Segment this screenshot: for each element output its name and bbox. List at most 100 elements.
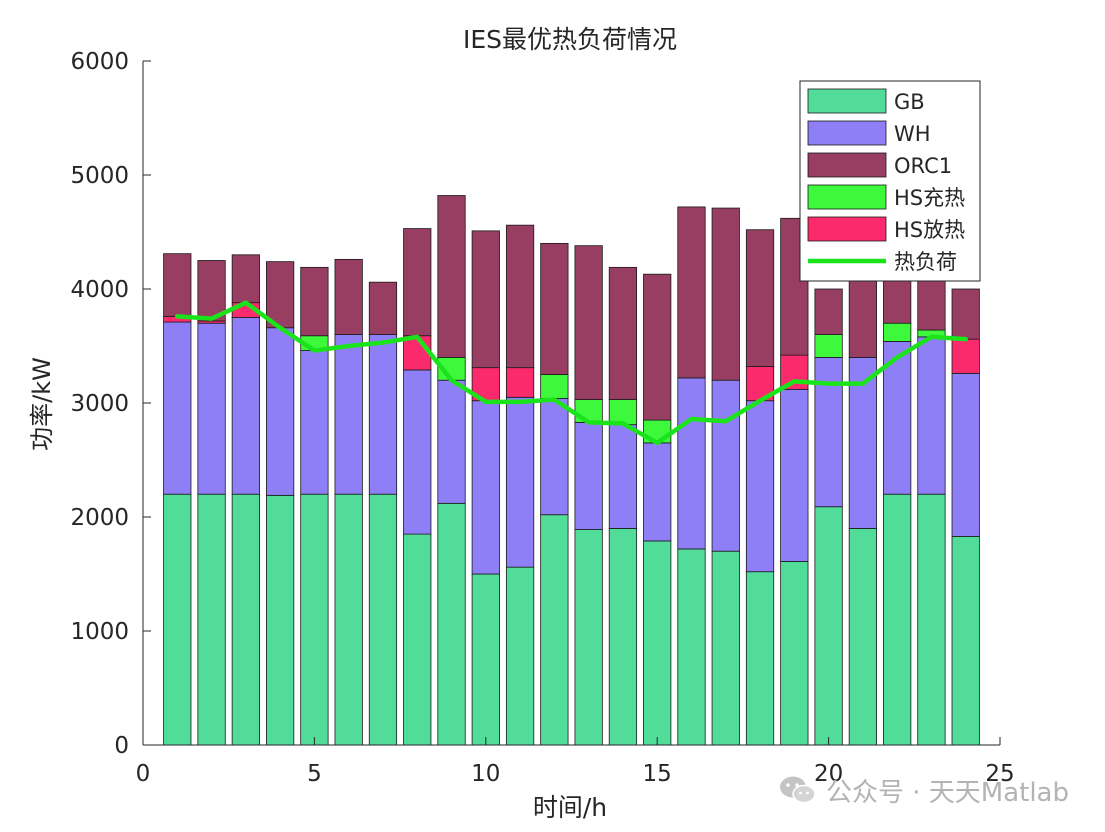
y-tick-label: 6000 bbox=[70, 49, 129, 75]
x-tick-label: 10 bbox=[471, 761, 500, 787]
bar-ORC1-h14 bbox=[608, 266, 638, 400]
bar-GB-h22 bbox=[883, 493, 912, 746]
bar-GB-h15 bbox=[643, 540, 672, 746]
bar-HS充热-h20 bbox=[814, 334, 843, 358]
watermark-text: 公众号 · 天天Matlab bbox=[825, 777, 1069, 808]
bar-WH-h13 bbox=[574, 421, 603, 530]
bar-ORC1-h22 bbox=[883, 277, 912, 324]
bar-WH-h11 bbox=[505, 396, 535, 568]
legend-swatch-GB bbox=[807, 88, 887, 114]
bar-ORC1-h15 bbox=[643, 273, 672, 421]
watermark: 公众号 · 天天Matlab bbox=[778, 774, 1069, 808]
bar-ORC1-h10 bbox=[471, 230, 500, 369]
bar-WH-h1 bbox=[163, 321, 192, 495]
x-tick-label: 5 bbox=[307, 761, 322, 787]
bar-WH-h3 bbox=[231, 317, 260, 495]
bar-HS放热-h11 bbox=[505, 367, 535, 398]
bar-HS充热-h13 bbox=[574, 399, 603, 423]
x-tick-label: 20 bbox=[814, 761, 843, 787]
bar-WH-h4 bbox=[266, 327, 295, 496]
bar-GB-h4 bbox=[266, 494, 295, 746]
bar-WH-h15 bbox=[643, 442, 672, 542]
y-axis-label: 功率/kW bbox=[28, 357, 56, 451]
legend-swatch-HS充热 bbox=[807, 184, 887, 210]
bar-GB-h5 bbox=[300, 493, 329, 746]
bar-GB-h8 bbox=[403, 533, 432, 746]
bar-GB-h16 bbox=[677, 548, 706, 746]
bar-GB-h11 bbox=[505, 566, 535, 746]
bar-ORC1-h17 bbox=[711, 207, 740, 381]
legend-swatch-WH bbox=[807, 120, 887, 146]
bar-ORC1-h6 bbox=[334, 258, 363, 335]
y-tick-label: 2000 bbox=[70, 505, 129, 531]
y-tick-label: 0 bbox=[114, 733, 129, 759]
bar-WH-h6 bbox=[334, 334, 363, 495]
bar-ORC1-h13 bbox=[574, 245, 603, 400]
bar-GB-h19 bbox=[780, 561, 809, 746]
bar-ORC1-h12 bbox=[540, 242, 569, 375]
bar-ORC1-h3 bbox=[231, 254, 260, 304]
y-tick-label: 1000 bbox=[70, 619, 129, 645]
bar-ORC1-h18 bbox=[745, 229, 775, 367]
bar-GB-h14 bbox=[608, 528, 638, 746]
legend-label-GB: GB bbox=[894, 90, 925, 114]
bar-HS充热-h14 bbox=[608, 399, 638, 426]
bar-GB-h13 bbox=[574, 529, 603, 746]
bar-GB-h20 bbox=[814, 506, 843, 746]
bar-ORC1-h11 bbox=[505, 224, 535, 369]
bar-WH-h23 bbox=[917, 336, 946, 495]
y-tick-label: 4000 bbox=[70, 277, 129, 303]
bar-WH-h24 bbox=[951, 372, 980, 537]
bar-ORC1-h21 bbox=[848, 268, 877, 358]
legend-swatch-HS放热 bbox=[807, 216, 887, 242]
legend-label-WH: WH bbox=[894, 122, 931, 146]
bar-GB-h7 bbox=[368, 493, 398, 746]
bar-WH-h7 bbox=[368, 334, 398, 495]
bar-WH-h18 bbox=[745, 400, 775, 573]
bar-ORC1-h23 bbox=[917, 271, 946, 331]
legend-label-热负荷: 热负荷 bbox=[894, 250, 957, 274]
bar-GB-h2 bbox=[197, 493, 226, 746]
x-tick-label: 15 bbox=[643, 761, 672, 787]
bar-GB-h23 bbox=[917, 493, 946, 746]
bar-WH-h19 bbox=[780, 388, 809, 562]
bar-GB-h3 bbox=[231, 493, 260, 746]
x-tick-label: 0 bbox=[136, 761, 151, 787]
bar-ORC1-h20 bbox=[814, 288, 843, 335]
y-tick-label: 3000 bbox=[70, 391, 129, 417]
heat-load-line bbox=[175, 300, 968, 446]
bar-WH-h17 bbox=[711, 379, 740, 552]
bar-GB-h10 bbox=[471, 573, 500, 746]
heat-load-line-layer bbox=[175, 300, 968, 446]
wechat-icon bbox=[779, 776, 816, 804]
bar-WH-h9 bbox=[437, 379, 466, 504]
bar-WH-h10 bbox=[471, 400, 500, 575]
bar-WH-h2 bbox=[197, 322, 226, 495]
bar-WH-h8 bbox=[403, 369, 432, 535]
bar-GB-h17 bbox=[711, 550, 740, 746]
bar-GB-h18 bbox=[745, 571, 775, 746]
bar-ORC1-h7 bbox=[368, 281, 398, 336]
bar-HS放热-h8 bbox=[403, 335, 432, 371]
x-tick-label: 25 bbox=[985, 761, 1014, 787]
y-tick-label: 5000 bbox=[70, 163, 129, 189]
bar-ORC1-h9 bbox=[437, 195, 466, 358]
x-axis-label: 时间/h bbox=[533, 793, 607, 822]
bar-WH-h20 bbox=[814, 356, 843, 508]
bar-GB-h9 bbox=[437, 502, 466, 746]
bar-HS充热-h22 bbox=[883, 322, 912, 342]
legend-box bbox=[799, 80, 981, 282]
legend-label-ORC1: ORC1 bbox=[894, 154, 952, 178]
bar-ORC1-h24 bbox=[951, 288, 980, 340]
bar-HS放热-h24 bbox=[951, 338, 980, 374]
bar-ORC1-h2 bbox=[197, 260, 226, 322]
bar-WH-h5 bbox=[300, 350, 329, 495]
bar-GB-h12 bbox=[540, 514, 569, 746]
bar-GB-h24 bbox=[951, 535, 980, 746]
chart-title: IES最优热负荷情况 bbox=[463, 25, 677, 54]
legend-label-HS放热: HS放热 bbox=[894, 218, 965, 242]
bar-ORC1-h5 bbox=[300, 266, 329, 337]
legend-label-HS充热: HS充热 bbox=[894, 186, 965, 210]
